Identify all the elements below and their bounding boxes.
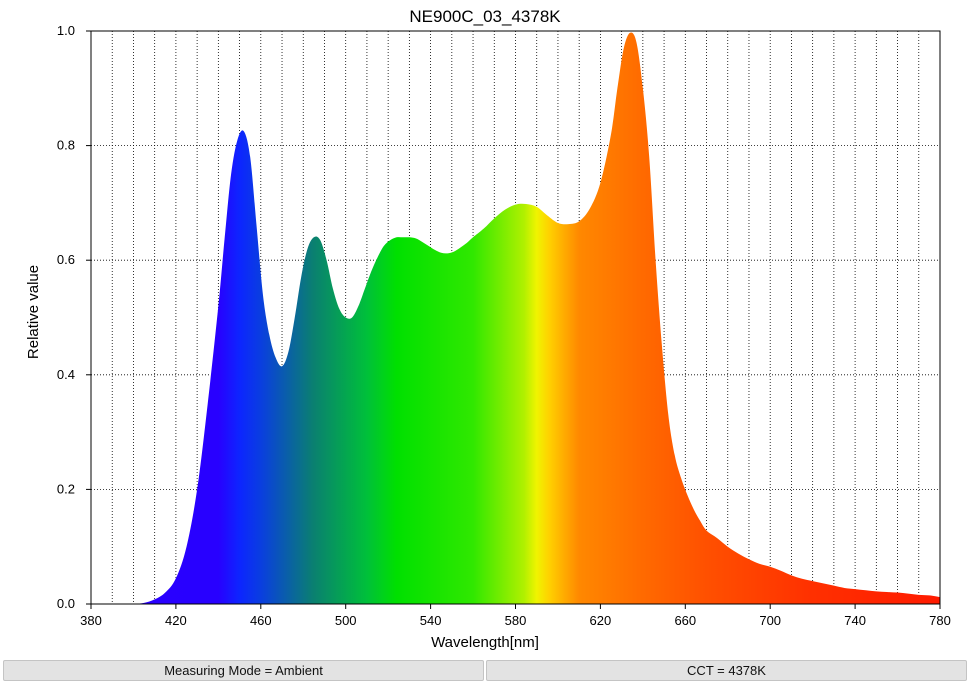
x-tick-label: 540	[420, 613, 442, 628]
x-tick-label: 780	[929, 613, 951, 628]
x-tick-label: 660	[674, 613, 696, 628]
y-tick-label: 0.0	[57, 596, 75, 611]
axis-ticks: 380 420 460 500 540 580 620 660 700 740 780 0.0 0.2 0…	[57, 23, 951, 628]
x-tick-label: 580	[505, 613, 527, 628]
y-tick-label: 1.0	[57, 23, 75, 38]
x-tick-label: 700	[759, 613, 781, 628]
spectrum-area	[133, 32, 940, 605]
x-tick-label: 620	[590, 613, 612, 628]
chart-title: NE900C_03_4378K	[409, 7, 561, 26]
y-tick-label: 0.2	[57, 481, 75, 496]
status-bar: Measuring Mode = Ambient CCT = 4378K	[0, 658, 970, 683]
x-tick-label: 420	[165, 613, 187, 628]
y-tick-label: 0.4	[57, 367, 75, 382]
spectrum-chart: 380 420 460 500 540 580 620 660 700 740 780 0.0 0.2 0…	[25, 7, 951, 651]
x-tick-label: 740	[844, 613, 866, 628]
cct-field: CCT = 4378K	[486, 660, 967, 681]
measuring-mode-field: Measuring Mode = Ambient	[3, 660, 484, 681]
x-tick-label: 380	[80, 613, 102, 628]
x-tick-label: 500	[335, 613, 357, 628]
y-tick-label: 0.8	[57, 138, 75, 153]
y-axis-title: Relative value	[25, 265, 42, 359]
x-axis-title: Wavelength[nm]	[431, 634, 539, 651]
y-tick-label: 0.6	[57, 252, 75, 267]
x-tick-label: 460	[250, 613, 272, 628]
